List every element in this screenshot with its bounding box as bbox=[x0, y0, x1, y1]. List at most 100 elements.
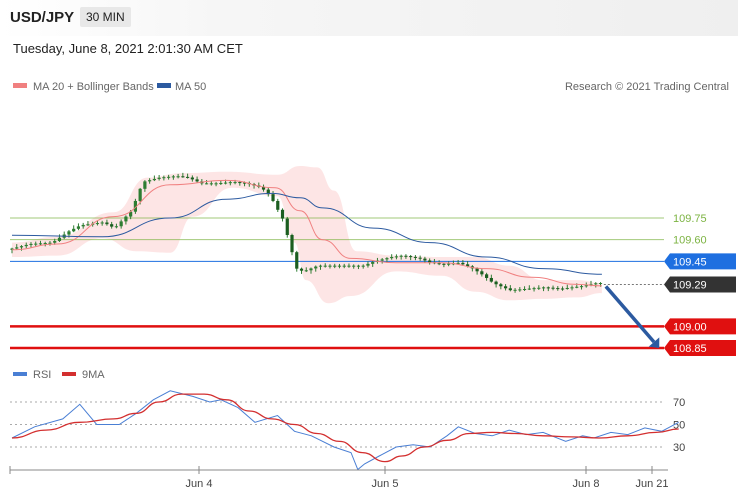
candle bbox=[489, 274, 493, 283]
rsi-legend-swatch bbox=[13, 372, 27, 376]
candle bbox=[513, 288, 517, 293]
candle bbox=[76, 223, 81, 231]
candle bbox=[24, 242, 28, 249]
candle bbox=[518, 287, 522, 292]
candle bbox=[527, 285, 531, 290]
candle bbox=[347, 263, 351, 268]
timeframe-button[interactable]: 30 MIN bbox=[80, 7, 131, 27]
candle bbox=[266, 187, 270, 197]
forecast-arrow-head bbox=[648, 337, 660, 349]
level-tag-1: 109.60 bbox=[673, 235, 707, 247]
candle bbox=[494, 280, 498, 288]
candle bbox=[304, 267, 308, 273]
rsi-ma-line bbox=[11, 393, 679, 463]
candle bbox=[551, 285, 555, 291]
symbol-label: USD/JPY bbox=[10, 9, 75, 26]
candle bbox=[385, 257, 389, 263]
x-tick-label-0: Jun 4 bbox=[186, 478, 213, 490]
ma50-legend-label: MA 50 bbox=[175, 81, 206, 93]
candle bbox=[394, 254, 399, 260]
x-tick-label-1: Jun 5 bbox=[372, 478, 399, 490]
candle bbox=[72, 225, 76, 233]
x-tick-label-2: Jun 8 bbox=[573, 478, 600, 490]
level-value-5: 108.85 bbox=[673, 343, 707, 355]
candle bbox=[399, 254, 403, 260]
candle bbox=[10, 247, 14, 254]
candle bbox=[119, 219, 123, 229]
candle bbox=[508, 285, 512, 292]
candle bbox=[209, 181, 213, 186]
candle bbox=[499, 282, 503, 290]
candle bbox=[181, 172, 185, 178]
candle bbox=[29, 242, 33, 248]
candle bbox=[361, 264, 365, 269]
rsi-ma-legend-swatch bbox=[62, 372, 76, 376]
candle bbox=[143, 180, 147, 192]
level-value-2: 109.45 bbox=[673, 256, 707, 268]
candle bbox=[366, 261, 370, 268]
level-tag-bg-5 bbox=[664, 340, 736, 356]
candle bbox=[105, 219, 109, 226]
level-tag-bg-4 bbox=[664, 318, 736, 335]
candle bbox=[356, 264, 361, 270]
level-tag-2: 109.45 bbox=[664, 253, 736, 270]
candle bbox=[271, 191, 275, 203]
candle bbox=[461, 260, 465, 266]
candle bbox=[228, 180, 232, 186]
candle bbox=[133, 198, 137, 214]
candle bbox=[43, 241, 47, 247]
rsi-legend-label: RSI bbox=[33, 369, 51, 381]
candle bbox=[114, 223, 119, 229]
forecast-arrow bbox=[604, 285, 656, 344]
candle bbox=[190, 175, 194, 182]
candle bbox=[34, 241, 38, 247]
candle bbox=[81, 222, 85, 229]
candle bbox=[570, 285, 574, 291]
candle bbox=[38, 240, 43, 246]
candle bbox=[95, 220, 100, 226]
level-tag-5: 108.85 bbox=[664, 340, 736, 356]
candle bbox=[48, 240, 52, 246]
attribution: Research © 2021 Trading Central bbox=[565, 81, 729, 93]
candle bbox=[167, 174, 171, 180]
candle bbox=[556, 286, 560, 291]
ma20-legend-label: MA 20 + Bollinger Bands bbox=[33, 81, 154, 93]
candle bbox=[285, 216, 289, 238]
candle bbox=[480, 269, 484, 277]
candle bbox=[148, 178, 152, 184]
candle bbox=[186, 173, 190, 179]
candle bbox=[124, 215, 128, 225]
candle bbox=[390, 254, 394, 260]
candle bbox=[541, 286, 546, 292]
candle bbox=[371, 260, 375, 267]
candle bbox=[57, 234, 62, 242]
candle bbox=[314, 265, 318, 272]
bollinger-band bbox=[12, 166, 602, 304]
candle bbox=[15, 244, 19, 250]
candle bbox=[537, 285, 541, 290]
candle bbox=[423, 256, 427, 263]
candle bbox=[404, 254, 408, 259]
candle bbox=[299, 267, 304, 274]
rsi-ma-legend-label: 9MA bbox=[82, 369, 105, 381]
candle bbox=[323, 263, 327, 268]
candle bbox=[318, 264, 323, 270]
candle bbox=[442, 262, 446, 268]
level-value-3: 109.29 bbox=[673, 279, 707, 291]
x-tick-label-3: Jun 21 bbox=[635, 478, 668, 490]
ma50-line bbox=[11, 192, 602, 275]
candle bbox=[503, 284, 508, 291]
candle bbox=[413, 255, 418, 261]
candle bbox=[162, 175, 166, 181]
candle bbox=[176, 173, 180, 179]
rsi-tick-label-2: 30 bbox=[673, 442, 685, 454]
candle bbox=[110, 221, 114, 229]
candle bbox=[195, 176, 199, 183]
candle bbox=[261, 184, 266, 192]
chart-header: USD/JPY 30 MIN bbox=[0, 0, 738, 36]
candle bbox=[152, 175, 156, 182]
candle bbox=[100, 220, 104, 226]
candle bbox=[280, 208, 285, 222]
candle bbox=[290, 233, 294, 256]
